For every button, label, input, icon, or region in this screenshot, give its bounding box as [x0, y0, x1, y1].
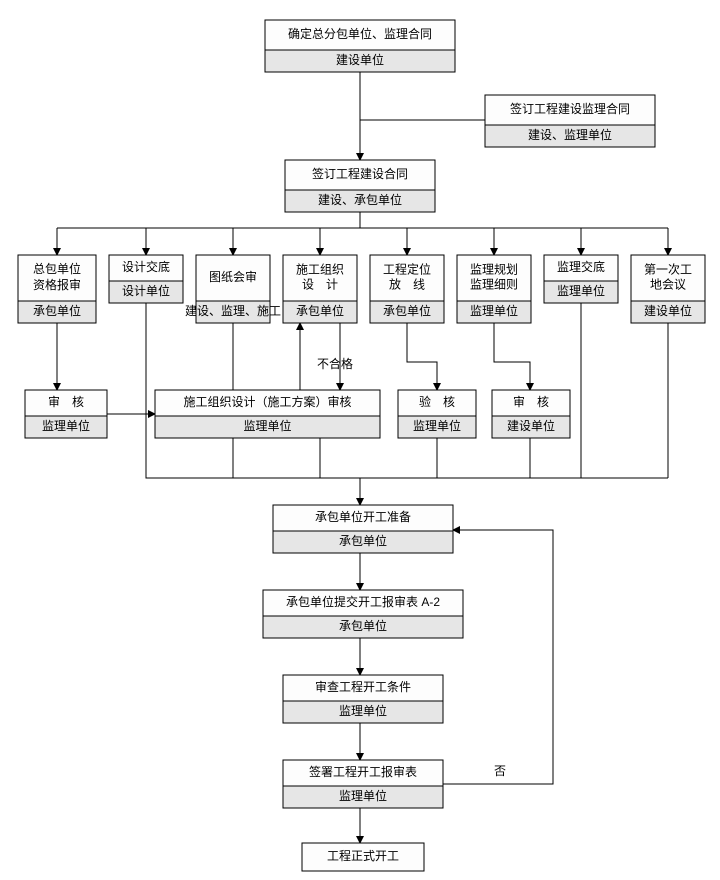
svg-text:资格报审: 资格报审	[33, 277, 81, 292]
svg-text:监理单位: 监理单位	[339, 703, 387, 718]
svg-text:承包单位: 承包单位	[383, 303, 431, 318]
flow-node-n13: 施工组织设计（施工方案）审核监理单位	[155, 390, 380, 438]
svg-text:第一次工: 第一次工	[644, 263, 692, 277]
flow-node-n4: 总包单位资格报审承包单位	[18, 255, 96, 323]
flow-node-n7: 施工组织设 计承包单位	[283, 255, 357, 323]
flow-node-n20: 工程正式开工	[302, 843, 424, 871]
svg-text:确定总分包单位、监理合同: 确定总分包单位、监理合同	[288, 26, 432, 41]
flow-node-n10: 监理交底监理单位	[544, 255, 618, 303]
svg-text:工程正式开工: 工程正式开工	[327, 848, 399, 863]
svg-text:监理单位: 监理单位	[339, 788, 387, 803]
svg-text:地会议: 地会议	[650, 278, 686, 292]
svg-text:承包单位: 承包单位	[339, 618, 387, 633]
svg-text:签署工程开工报审表: 签署工程开工报审表	[309, 764, 417, 779]
svg-text:承包单位: 承包单位	[33, 303, 81, 318]
svg-text:监理规划: 监理规划	[470, 262, 518, 277]
flow-node-n17: 承包单位提交开工报审表 A-2 承包单位	[263, 590, 463, 638]
flow-node-n3: 签订工程建设合同建设、承包单位	[285, 160, 435, 212]
flow-node-n9: 监理规划监理细则监理单位	[457, 255, 531, 323]
svg-text:审查工程开工条件: 审查工程开工条件	[315, 679, 411, 694]
flow-node-n15: 审 核建设单位	[492, 390, 570, 438]
edge-label: 不合格	[317, 356, 353, 371]
svg-text:建设、承包单位: 建设、承包单位	[318, 192, 402, 207]
svg-text:承包单位: 承包单位	[339, 533, 387, 548]
flow-node-n16: 承包单位开工准备承包单位	[273, 505, 453, 553]
svg-text:设计单位: 设计单位	[122, 283, 170, 298]
svg-text:监理单位: 监理单位	[557, 283, 605, 298]
svg-text:建设单位: 建设单位	[507, 418, 555, 433]
svg-text:施工组织: 施工组织	[296, 263, 344, 277]
flow-node-n5: 设计交底设计单位	[109, 255, 183, 303]
svg-text:设 计: 设 计	[302, 278, 338, 292]
svg-text:监理单位: 监理单位	[470, 303, 518, 318]
svg-text:验 核: 验 核	[419, 394, 455, 409]
svg-text:监理单位: 监理单位	[243, 418, 291, 433]
svg-text:图纸会审: 图纸会审	[209, 269, 257, 284]
svg-text:监理交底: 监理交底	[557, 259, 605, 274]
svg-text:放 线: 放 线	[389, 277, 425, 292]
flowchart-canvas: 不合格否 确定总分包单位、监理合同建设单位签订工程建设监理合同建设、监理单位签订…	[0, 0, 720, 880]
edge	[443, 530, 553, 784]
flow-node-n1: 确定总分包单位、监理合同建设单位	[265, 20, 455, 72]
svg-text:建设、监理、施工: 建设、监理、施工	[185, 304, 281, 318]
svg-text:承包单位: 承包单位	[296, 303, 344, 318]
svg-text:施工组织设计（施工方案）审核: 施工组织设计（施工方案）审核	[183, 394, 351, 409]
svg-text:监理单位: 监理单位	[413, 418, 461, 433]
svg-text:监理细则: 监理细则	[470, 278, 518, 292]
svg-text:签订工程建设合同: 签订工程建设合同	[312, 166, 408, 181]
flow-node-n2: 签订工程建设监理合同建设、监理单位	[485, 95, 655, 147]
flow-node-n12: 审 核监理单位	[25, 390, 107, 438]
edge-label: 否	[494, 764, 506, 778]
svg-text:承包单位提交开工报审表 A-2: 承包单位提交开工报审表 A-2	[286, 594, 440, 609]
svg-text:设计交底: 设计交底	[122, 259, 170, 274]
flow-node-n19: 签署工程开工报审表监理单位	[283, 760, 443, 808]
svg-text:承包单位开工准备: 承包单位开工准备	[315, 509, 411, 524]
edge	[407, 323, 437, 390]
edge	[494, 323, 530, 390]
svg-text:建设、监理单位: 建设、监理单位	[528, 127, 612, 142]
svg-text:签订工程建设监理合同: 签订工程建设监理合同	[510, 101, 630, 116]
svg-text:总包单位: 总包单位	[33, 261, 81, 276]
svg-text:工程定位: 工程定位	[383, 262, 431, 277]
svg-text:监理单位: 监理单位	[42, 418, 90, 433]
flow-node-n14: 验 核监理单位	[398, 390, 476, 438]
svg-text:建设单位: 建设单位	[336, 52, 384, 67]
flow-node-n8: 工程定位放 线承包单位	[370, 255, 444, 323]
flow-node-n6: 图纸会审建设、监理、施工	[185, 255, 281, 323]
svg-text:审 核: 审 核	[48, 394, 84, 409]
flow-node-n18: 审查工程开工条件监理单位	[283, 675, 443, 723]
flow-node-n11: 第一次工地会议建设单位	[631, 255, 705, 323]
svg-text:建设单位: 建设单位	[644, 303, 692, 318]
svg-text:审 核: 审 核	[513, 394, 549, 409]
